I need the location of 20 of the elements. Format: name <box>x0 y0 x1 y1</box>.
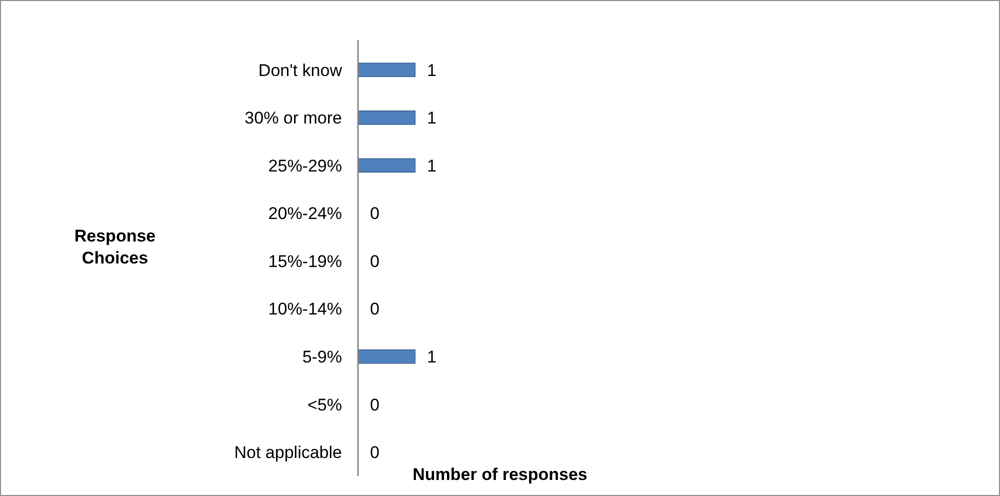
data-label: 1 <box>427 156 436 176</box>
data-label: 0 <box>370 300 380 319</box>
y-tick-label: 5-9% <box>302 348 342 367</box>
data-label: 0 <box>370 395 380 414</box>
y-axis-title: Response Choices <box>74 226 156 268</box>
data-label: 1 <box>427 348 436 367</box>
y-tick-label: 30% or more <box>244 108 342 128</box>
y-tick-label: Not applicable <box>234 443 342 462</box>
data-label: 0 <box>370 204 380 224</box>
y-tick-label: 25%-29% <box>268 156 342 176</box>
data-label: 0 <box>370 252 380 271</box>
y-tick-label: 20%-24% <box>268 204 342 224</box>
x-axis-title: Number of responses <box>412 465 588 484</box>
y-tick-label: 10%-14% <box>268 300 342 319</box>
y-tick-label: 15%-19% <box>268 252 342 271</box>
y-tick-label: <5% <box>308 395 342 414</box>
data-label: 0 <box>370 443 380 462</box>
y-tick-label: Don't know <box>258 60 343 80</box>
data-label: 1 <box>427 108 436 128</box>
data-label: 1 <box>427 60 436 80</box>
